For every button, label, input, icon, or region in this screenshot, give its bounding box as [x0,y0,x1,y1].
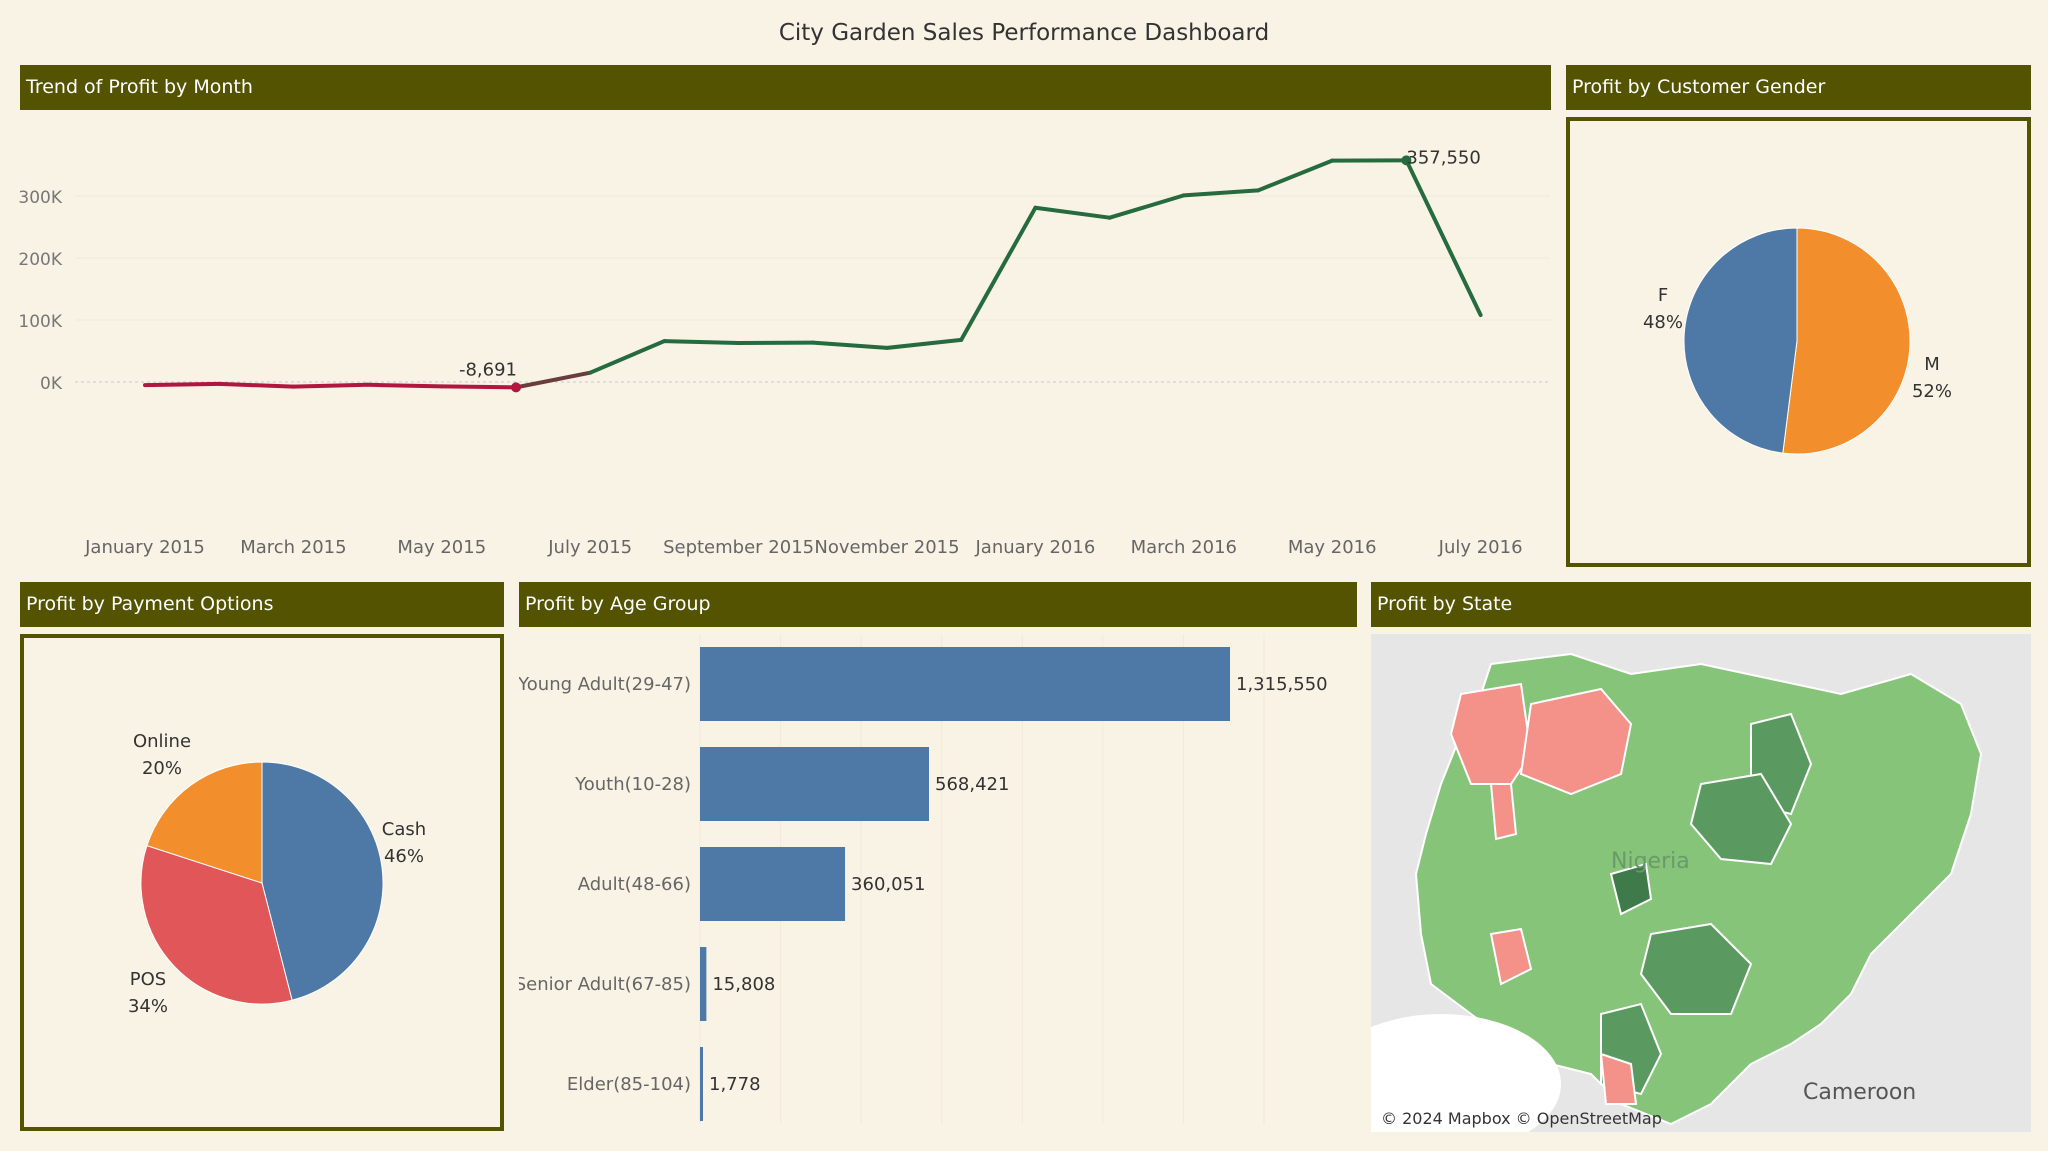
trend-x-tick-label: January 2016 [975,537,1096,558]
pie-percent-m: 52% [1912,381,1952,402]
pie-slice-pos [140,844,293,1005]
trend-line-segment [1033,205,1112,220]
trend-x-tick-label: May 2016 [1288,537,1377,558]
trend-point-marker [1401,155,1412,166]
pie-slice-m [1782,227,1911,455]
age-value-label: 568,421 [935,774,1009,795]
trend-line-segment [1181,188,1260,198]
payment-panel-header: Profit by Payment Options [20,582,504,627]
gender-panel-header: Profit by Customer Gender [1566,65,2031,110]
map-state-high-south [1639,922,1753,1015]
trend-y-tick-label: 100K [18,312,62,332]
age-category-label: Elder(85-104) [567,1074,691,1095]
pie-percent-f: 48% [1643,312,1683,333]
trend-x-tick-label: July 2016 [1438,537,1523,558]
age-category-label: Senior Adult(67-85) [519,974,691,995]
age-category-label: Youth(10-28) [574,774,691,795]
trend-y-tick-label: 200K [18,250,62,270]
trend-x-tick-label: January 2015 [84,537,205,558]
trend-line-segment [588,339,667,375]
dashboard-title: City Garden Sales Performance Dashboard [778,20,1270,46]
trend-x-tick-label: July 2015 [547,537,632,558]
trend-line-segment [885,337,964,350]
trend-x-tick-label: November 2015 [814,537,959,558]
age-bar [700,747,930,821]
gender-panel-frame [1566,117,2031,567]
trend-data-label: -8,691 [459,359,517,380]
age-bar [700,947,707,1021]
trend-line-segment [291,382,370,389]
trend-line-segment [810,340,889,350]
nigeria-map-shapes [1371,634,2031,1132]
trend-line-chart: 0K 100K 200K 300K January 2015 March 2015 May … [18,147,1550,558]
age-bar [700,647,1230,721]
trend-x-tick-label: March 2015 [240,537,346,558]
map-ocean-gulf [1371,1014,1561,1132]
trend-x-tick-label: March 2016 [1131,537,1237,558]
pie-label-cash: Cash [382,819,426,840]
pie-slice-f [1683,227,1798,454]
trend-point-marker [511,382,521,393]
age-category-label: Young Adult(29-47) [519,674,691,695]
age-panel-header: Profit by Age Group [519,582,1357,627]
trend-line-segment [662,339,741,345]
map-country-label: Nigeria [1611,849,1690,874]
pie-slice-cash [261,761,384,1001]
trend-line-segment [439,384,518,390]
age-bar-chart: Young Adult(29-47) 1,315,550 Youth(10-28) 5… [519,634,1328,1124]
map-state-loss-nw2 [1519,687,1633,796]
age-value-label: 1,315,550 [1236,674,1328,695]
map-credit: © 2024 Mapbox © OpenStreetMap [1381,1109,1662,1128]
pie-label-m: M [1924,354,1940,375]
age-value-label: 360,051 [851,874,925,895]
trend-y-tick-label: 0K [40,374,63,394]
trend-line-segment [1107,193,1186,220]
map-state-high-center [1689,772,1793,866]
pie-label-pos: POS [130,969,166,990]
pie-label-f: F [1658,285,1668,306]
trend-line-segment [514,370,593,390]
gender-pie-chart: M 52% F 48% [1643,227,1952,455]
trend-x-tick-label: September 2015 [663,537,814,558]
age-bar [700,847,846,921]
payment-panel-frame [20,634,504,1131]
map-state-loss-sw [1489,927,1533,986]
age-value-label: 1,778 [709,1074,761,1095]
map-state-fct [1609,862,1653,916]
trend-line-segment [1404,158,1483,318]
pie-percent-pos: 34% [128,996,168,1017]
trend-data-label: 357,550 [1406,147,1480,168]
age-value-label: 15,808 [712,974,775,995]
trend-panel-header: Trend of Profit by Month [20,65,1551,110]
state-panel-header: Profit by State [1371,582,2031,627]
trend-x-tick-label: May 2015 [397,537,486,558]
trend-y-tick-label: 300K [18,188,62,208]
map-state-loss-ss [1599,1052,1638,1105]
trend-line-segment [143,381,222,388]
age-category-label: Adult(48-66) [578,874,691,895]
age-bar [700,1047,703,1121]
map-state-loss-nw3 [1489,783,1518,841]
trend-line-segment [1256,158,1335,193]
pie-label-online: Online [133,731,191,752]
state-map[interactable]: Nigeria Cameroon © 2024 Mapbox © OpenStr… [1371,634,2031,1132]
trend-line-segment [365,382,444,389]
pie-slice-online [146,761,263,884]
map-neighbor-label: Cameroon [1803,1080,1917,1105]
pie-percent-online: 20% [142,758,182,779]
payment-pie-chart: Cash 46% POS 34% Online 20% [128,731,426,1017]
trend-line-segment [217,381,296,389]
trend-line-segment [959,205,1038,342]
pie-percent-cash: 46% [384,846,424,867]
